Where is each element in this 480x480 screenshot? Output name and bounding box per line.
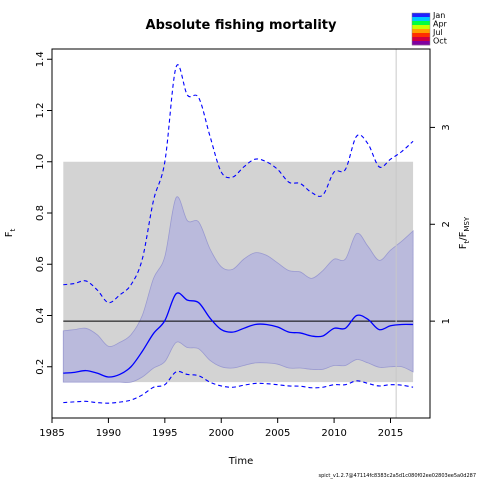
svg-text:Ft/FMSY: Ft/FMSY: [458, 216, 471, 249]
y-right-label-denom-sub: MSY: [463, 216, 471, 231]
legend-swatch: [412, 25, 430, 30]
y-left-tick-label: 0.6: [35, 256, 46, 272]
y-right-tick-label: 1: [441, 318, 452, 324]
chart-title: Absolute fishing mortality: [146, 18, 337, 33]
x-tick-label: 1990: [96, 428, 121, 439]
series-line-median: [63, 292, 414, 378]
legend-swatch: [412, 13, 430, 18]
y-right-label-main: F: [458, 243, 469, 249]
confidence-band: [62, 196, 414, 383]
y-left-tick-label: 0.2: [35, 359, 46, 375]
x-axis: 1985 1990 1995 2000 2005 2010 2015: [39, 418, 403, 439]
y-axis-left-label: Ft: [4, 228, 17, 237]
legend-swatch: [412, 33, 430, 38]
y-left-tick-label: 1.0: [35, 154, 46, 170]
legend-label: Oct: [433, 37, 447, 46]
y-right-label-denom: F: [458, 231, 469, 237]
legend-swatch: [412, 37, 430, 42]
x-tick-label: 1985: [39, 428, 64, 439]
legend-label: Jul: [432, 28, 443, 37]
x-tick-label: 2005: [265, 428, 290, 439]
y-left-label-main: F: [4, 231, 15, 237]
plot-area: [62, 49, 414, 418]
y-left-tick-label: 1.2: [35, 103, 46, 119]
x-tick-label: 2010: [321, 428, 346, 439]
x-tick-label: 2000: [209, 428, 234, 439]
legend-label: Apr: [433, 20, 448, 29]
x-tick-label: 1995: [152, 428, 177, 439]
footer-version: spict_v1.2.7@47114fc8383c2a5d1c080f02ee0…: [319, 473, 477, 479]
y-left-tick-label: 0.4: [35, 308, 46, 324]
y-left-label-sub: t: [9, 228, 17, 231]
x-axis-label: Time: [228, 456, 253, 467]
legend-frame: [411, 12, 431, 46]
legend-swatch: [412, 17, 430, 22]
series-line-ci_upper: [63, 64, 414, 304]
y-left-tick-label: 1.4: [35, 51, 46, 67]
y-axis-right-label: Ft/FMSY: [458, 216, 471, 249]
y-right-tick-label: 2: [441, 221, 452, 227]
y-right-label-slash: /: [458, 237, 469, 241]
svg-text:Ft: Ft: [4, 228, 17, 237]
y-right-tick-label: 3: [441, 124, 452, 130]
legend-swatch: [412, 29, 430, 34]
y-axis-right: 1 2 3: [430, 124, 452, 324]
series-line-ci_lower: [63, 370, 414, 404]
legend-label: Jan: [432, 11, 445, 20]
y-axis-left: 0.2 0.4 0.6 0.8 1.0 1.2 1.4: [35, 51, 52, 375]
y-right-label-sub: t: [463, 240, 471, 243]
legend-swatch: [412, 21, 430, 26]
plot-frame: [51, 48, 431, 419]
x-tick-label: 2015: [378, 428, 403, 439]
legend-swatch: [412, 41, 430, 46]
y-left-tick-label: 0.8: [35, 205, 46, 221]
